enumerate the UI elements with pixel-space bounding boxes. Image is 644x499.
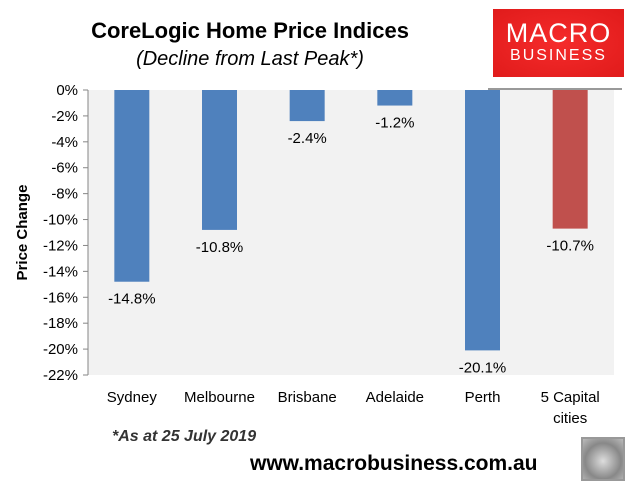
y-tick-label: -18% [43, 315, 78, 332]
bar-5-capital-cities [552, 90, 588, 229]
website-url: www.macrobusiness.com.au [250, 452, 538, 475]
x-tick-label: Brisbane [278, 389, 337, 406]
bar-perth [465, 90, 500, 351]
x-tick-label: 5 Capital [541, 389, 600, 406]
y-tick-label: -6% [51, 160, 78, 177]
data-label: -2.4% [288, 130, 327, 147]
y-tick-label: -10% [43, 212, 78, 229]
divider [488, 88, 622, 90]
y-tick-label: -4% [51, 134, 78, 151]
wolf-head-icon [581, 437, 625, 481]
logo-line2: BUSINESS [510, 47, 607, 64]
y-tick-label: -22% [43, 367, 78, 384]
chart-subtitle: (Decline from Last Peak*) [136, 48, 364, 70]
y-tick-label: 0% [56, 82, 78, 99]
data-label: -10.8% [196, 239, 244, 256]
data-label: -10.7% [546, 238, 594, 255]
bar-sydney [114, 90, 150, 282]
plot-area [88, 90, 614, 375]
x-tick-label: cities [553, 410, 587, 427]
y-axis-label: Price Change [14, 185, 31, 281]
y-tick-label: -2% [51, 108, 78, 125]
macrobusiness-logo: MACRO BUSINESS [493, 9, 624, 77]
bar-adelaide [377, 90, 413, 106]
chart-title: CoreLogic Home Price Indices [91, 18, 409, 43]
x-tick-label: Melbourne [184, 389, 255, 406]
y-tick-label: -12% [43, 237, 78, 254]
x-tick-label: Adelaide [366, 389, 424, 406]
y-tick-label: -20% [43, 341, 78, 358]
footnote: *As at 25 July 2019 [112, 428, 257, 445]
x-tick-label: Sydney [107, 389, 158, 406]
data-label: -1.2% [375, 115, 414, 132]
x-tick-label: Perth [465, 389, 501, 406]
data-label: -20.1% [459, 359, 507, 376]
data-label: -14.8% [108, 291, 156, 308]
bar-brisbane [289, 90, 325, 122]
y-tick-label: -14% [43, 263, 78, 280]
y-tick-label: -8% [51, 186, 78, 203]
logo-line1: MACRO [505, 18, 612, 48]
bar-melbourne [202, 90, 237, 230]
y-tick-label: -16% [43, 289, 78, 306]
